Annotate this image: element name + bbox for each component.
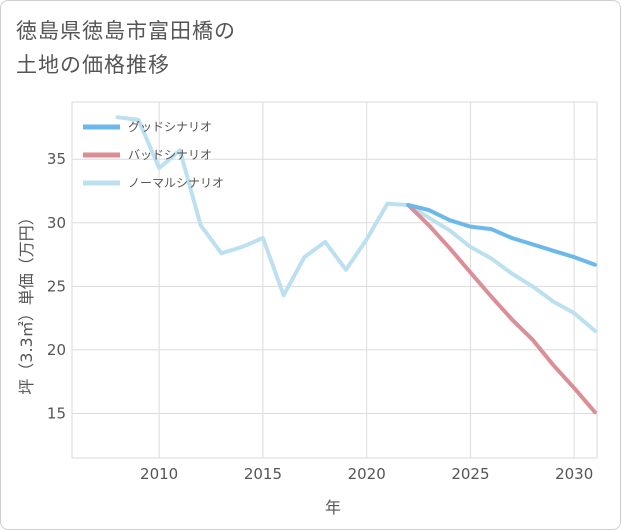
series-line-0 xyxy=(406,203,597,267)
series-lines xyxy=(115,115,597,415)
x-tick-label-4: 2030 xyxy=(555,465,593,483)
series-line-2 xyxy=(115,115,597,333)
chart-title-line-1: 徳島県徳島市富田橋の xyxy=(16,19,236,43)
chart-title-line-2: 土地の価格推移 xyxy=(16,53,170,77)
x-axis-ticks: 2010 2015 2020 2025 2030 xyxy=(140,465,593,483)
y-tick-label-1: 20 xyxy=(47,341,66,359)
chart-title: 徳島県徳島市富田橋の 土地の価格推移 xyxy=(16,14,416,82)
x-tick-label-2: 2020 xyxy=(348,465,386,483)
legend-label-2: ノーマルシナリオ xyxy=(128,176,224,190)
y-axis-ticks: 15 20 25 30 35 xyxy=(47,150,66,422)
x-axis-label: 年 xyxy=(325,498,341,517)
x-tick-label-1: 2015 xyxy=(244,465,282,483)
x-tick-label-3: 2025 xyxy=(451,465,489,483)
y-tick-label-4: 35 xyxy=(47,150,66,168)
y-axis-label: 坪（3.3㎡）単価（万円） xyxy=(17,209,36,394)
x-tick-label-0: 2010 xyxy=(140,465,178,483)
series-line-1 xyxy=(406,203,597,415)
legend-label-0: グッドシナリオ xyxy=(128,120,212,134)
y-tick-label-2: 25 xyxy=(47,277,66,295)
y-tick-label-3: 30 xyxy=(47,214,66,232)
grid-lines xyxy=(72,102,597,458)
y-tick-label-0: 15 xyxy=(47,405,66,423)
legend-label-1: バッドシナリオ xyxy=(128,148,212,162)
